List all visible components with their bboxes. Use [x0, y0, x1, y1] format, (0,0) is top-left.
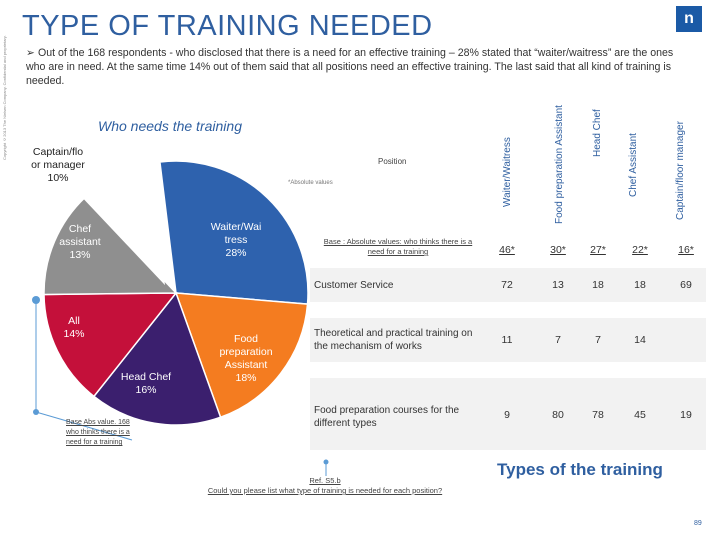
col-head-chef-assistant: Chef Assistant: [628, 133, 639, 197]
pie-slice-label-line: tress: [224, 234, 248, 246]
pie-slice: [43, 195, 178, 296]
row-bg-food-prep: [310, 378, 706, 450]
table-cell: 13: [552, 279, 564, 291]
connector-dot: [33, 409, 39, 415]
arrow-bullet-icon: ➢: [26, 47, 35, 59]
col-head-captain: Captain/floor manager: [675, 121, 686, 220]
table-cell: 72: [501, 279, 513, 291]
pie-slice: [159, 160, 309, 305]
page-number: 89: [694, 520, 702, 527]
table-cell: 11: [501, 334, 513, 346]
row-label: Food preparation courses for the differe…: [314, 405, 460, 429]
table-cell: 19: [680, 409, 692, 421]
pie-slice-percent: 14%: [63, 328, 85, 340]
row-label: Theoretical and practical training on th…: [314, 328, 473, 352]
pie-slice-label: Chef assistant 13%: [40, 223, 120, 262]
pie-slice-label-line: All: [68, 315, 80, 327]
table-cell: 18: [592, 279, 604, 291]
types-title: Types of the training: [497, 460, 663, 479]
page-title: TYPE OF TRAINING NEEDED: [22, 10, 433, 42]
pie-base-note: Base Abs value. 168 who thinks there is …: [66, 419, 130, 446]
pie-slice-percent: 10%: [47, 172, 69, 184]
pie-slice-label: All 14%: [34, 315, 114, 341]
connector-line: [35, 411, 133, 441]
table-cell: 9: [504, 409, 510, 421]
pie-slice-label-line: Head Chef: [120, 371, 172, 383]
col-head-food-prep: Food preparation Assistant: [554, 105, 565, 224]
pie-slice-label-line: Waiter/Wai: [210, 221, 262, 233]
table-cell: 69: [680, 279, 692, 291]
base-cell: 46*: [499, 244, 515, 256]
absolute-values-note: *Absolute values: [288, 180, 333, 186]
row-bg-base: [310, 230, 706, 268]
table-cell: 7: [595, 334, 601, 346]
row-label: Customer Service: [314, 280, 394, 291]
base-cell: 30*: [550, 244, 566, 256]
base-cell: 27*: [590, 244, 606, 256]
pie-title: Who needs the training: [98, 118, 242, 134]
base-cell: 22*: [632, 244, 648, 256]
col-head-waiter: Waiter/Waitress: [502, 137, 513, 207]
pie-slice-label-line: preparation: [219, 346, 273, 358]
col-head-head-chef: Head Chef: [592, 109, 603, 157]
pie-slice-label-line: Captain/flo: [32, 146, 84, 158]
position-label: Position: [378, 157, 407, 166]
pie-slice: [92, 291, 222, 426]
pie-slice-percent: 18%: [235, 372, 257, 384]
nielsen-logo: n: [676, 6, 702, 32]
table-cell: 45: [634, 409, 646, 421]
table-cell: 80: [552, 409, 564, 421]
reference-note: Ref. S5.b Could you please list what typ…: [207, 476, 443, 495]
pie-slice-percent: 28%: [225, 247, 247, 259]
pie-slice-label: Head Chef 16%: [106, 371, 186, 397]
pie-slice-label: Food preparation Assistant 18%: [206, 333, 286, 385]
row-bg-theoretical: [310, 318, 706, 362]
connector-dot: [323, 459, 329, 465]
pie-slice-percent: 16%: [135, 384, 157, 396]
pie-slice-label-line: or manager: [31, 159, 85, 171]
pie-slice: [174, 292, 309, 419]
pie-slice-label: Captain/flo or manager 10%: [18, 146, 98, 185]
table-cell: 7: [555, 334, 561, 346]
table-cell: 78: [592, 409, 604, 421]
pie-slice: [43, 292, 178, 398]
pie-slice-label-line: assistant: [59, 236, 101, 248]
connector-dot: [32, 296, 40, 304]
pie-slice-label: Waiter/Wai tress 28%: [196, 221, 276, 260]
pie-slice: [72, 151, 166, 286]
summary-bullet: ➢ Out of the 168 respondents - who disclo…: [26, 46, 686, 88]
pie-slice-label-line: Assistant: [224, 359, 268, 371]
base-label: Base : Absolute values: who thinks there…: [323, 237, 473, 256]
table-cell: 18: [634, 279, 646, 291]
pie-slice-percent: 13%: [69, 249, 91, 261]
table-cell: 14: [634, 334, 646, 346]
base-cell: 16*: [678, 244, 694, 256]
summary-text: Out of the 168 respondents - who disclos…: [26, 47, 674, 87]
row-bg-customer-service: [310, 268, 706, 302]
pie-slice-label-line: Chef: [68, 223, 92, 235]
pie-slice-label-line: Food: [234, 333, 258, 345]
